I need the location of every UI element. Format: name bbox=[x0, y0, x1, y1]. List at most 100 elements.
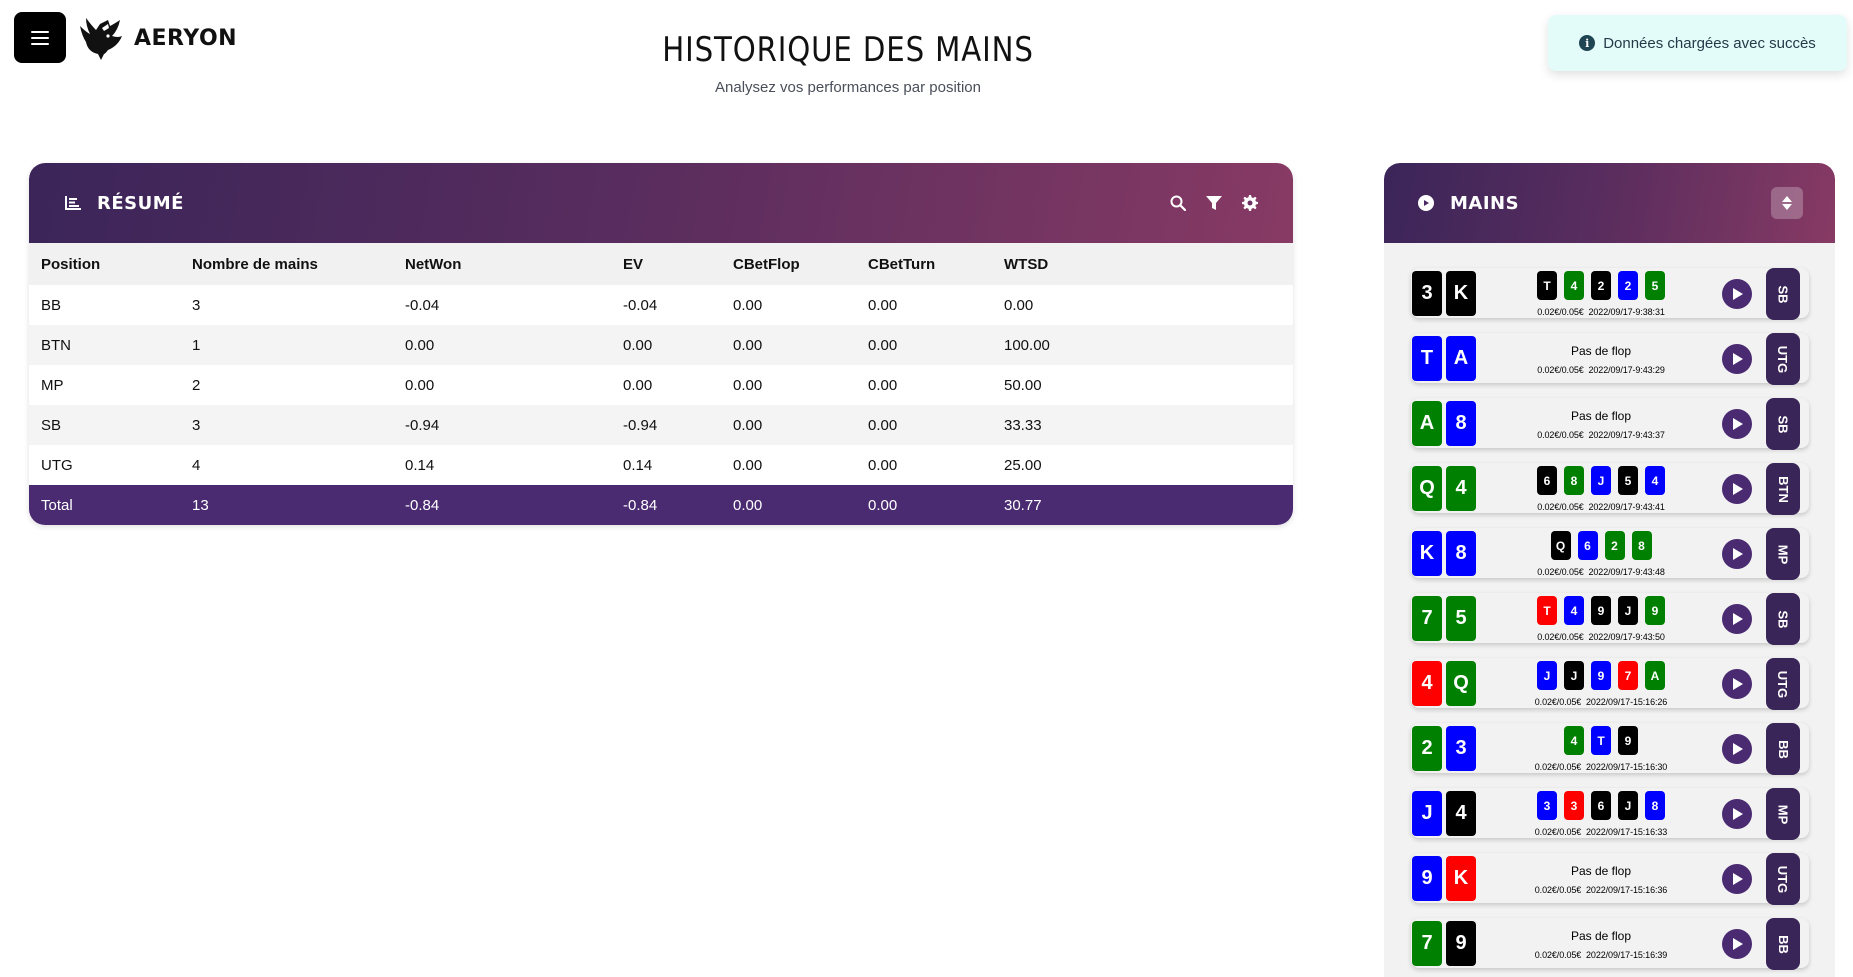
table-cell: 0.00 bbox=[611, 365, 721, 405]
table-cell: 25.00 bbox=[992, 445, 1293, 485]
hand-timestamp: 2022/09/17-15:16:26 bbox=[1586, 697, 1668, 707]
position-label: SB bbox=[1775, 414, 1791, 434]
hand-meta: 0.02€/0.05€ 2022/09/17-15:16:30 bbox=[1535, 762, 1668, 772]
hand-meta: 0.02€/0.05€ 2022/09/17-15:16:39 bbox=[1535, 950, 1668, 960]
play-icon bbox=[1733, 288, 1743, 300]
board-card: 4 bbox=[1564, 596, 1584, 625]
hand-item[interactable]: 7 9 Pas de flop 0.02€/0.05€ 2022/09/17-15:1… bbox=[1411, 918, 1809, 970]
sort-button[interactable] bbox=[1771, 187, 1803, 219]
board-card: T bbox=[1537, 271, 1557, 300]
replay-button[interactable] bbox=[1722, 279, 1752, 309]
table-cell: 0.00 bbox=[721, 325, 856, 365]
hand-item[interactable]: 4 Q J J 9 7 A 0.02€/0.05€ 2022/09/17-15:16:26 UT… bbox=[1411, 658, 1809, 710]
column-header[interactable]: CBetFlop bbox=[721, 243, 856, 285]
table-cell: 0.00 bbox=[721, 405, 856, 445]
replay-button[interactable] bbox=[1722, 864, 1752, 894]
hand-stakes: 0.02€/0.05€ bbox=[1534, 885, 1582, 895]
hand-info: T 4 2 2 5 0.02€/0.05€ 2022/09/17-9:38:31 bbox=[1501, 268, 1701, 318]
table-row[interactable]: BB 3 -0.04 -0.04 0.00 0.00 0.00 bbox=[29, 285, 1293, 325]
hole-card: 2 bbox=[1412, 726, 1442, 771]
hand-item[interactable]: Q 4 6 8 J 5 4 0.02€/0.05€ 2022/09/17-9:43:41 BTN bbox=[1411, 463, 1809, 515]
board-card: 4 bbox=[1645, 466, 1665, 495]
page-title: HISTORIQUE DES MAINS bbox=[662, 30, 1034, 70]
hand-item[interactable]: A 8 Pas de flop 0.02€/0.05€ 2022/09/17-9:43… bbox=[1411, 398, 1809, 450]
table-row[interactable]: SB 3 -0.94 -0.94 0.00 0.00 33.33 bbox=[29, 405, 1293, 445]
hand-meta: 0.02€/0.05€ 2022/09/17-15:16:33 bbox=[1535, 827, 1668, 837]
board-card: 8 bbox=[1631, 531, 1652, 560]
hand-info: Pas de flop 0.02€/0.05€ 2022/09/17-9:43:2… bbox=[1501, 333, 1701, 383]
table-row[interactable]: UTG 4 0.14 0.14 0.00 0.00 25.00 bbox=[29, 445, 1293, 485]
position-badge: SB bbox=[1766, 268, 1800, 320]
hole-card: 7 bbox=[1412, 921, 1442, 966]
table-cell: 100.00 bbox=[992, 325, 1293, 365]
replay-button[interactable] bbox=[1722, 539, 1752, 569]
position-label: SB bbox=[1775, 284, 1791, 304]
table-cell: SB bbox=[29, 405, 180, 445]
mains-title: MAINS bbox=[1450, 192, 1520, 214]
column-header[interactable]: EV bbox=[611, 243, 721, 285]
table-cell: 3 bbox=[180, 285, 393, 325]
replay-button[interactable] bbox=[1722, 604, 1752, 634]
board-card: 6 bbox=[1537, 466, 1557, 495]
hole-card: 4 bbox=[1446, 466, 1476, 511]
hamburger-line bbox=[31, 30, 49, 33]
replay-button[interactable] bbox=[1722, 734, 1752, 764]
table-row[interactable]: BTN 1 0.00 0.00 0.00 0.00 100.00 bbox=[29, 325, 1293, 365]
table-cell: 50.00 bbox=[992, 365, 1293, 405]
replay-button[interactable] bbox=[1722, 799, 1752, 829]
replay-button[interactable] bbox=[1722, 669, 1752, 699]
hand-item[interactable]: T A Pas de flop 0.02€/0.05€ 2022/09/17-9:43… bbox=[1411, 333, 1809, 385]
replay-button[interactable] bbox=[1722, 409, 1752, 439]
position-badge: BB bbox=[1766, 723, 1800, 775]
resume-card: RÉSUMÉ Position Nombre de mains NetWon E… bbox=[29, 163, 1293, 525]
replay-button[interactable] bbox=[1722, 474, 1752, 504]
position-badge: MP bbox=[1766, 528, 1800, 580]
hand-item[interactable]: 3 K T 4 2 2 5 0.02€/0.05€ 2022/09/17-9:38:31 SB bbox=[1411, 268, 1809, 320]
play-icon bbox=[1733, 938, 1743, 950]
hand-info: T 4 9 J 9 0.02€/0.05€ 2022/09/17-9:43:50 bbox=[1501, 593, 1701, 643]
board-card: 4 bbox=[1564, 271, 1584, 300]
hole-card: 4 bbox=[1446, 791, 1476, 836]
hand-item[interactable]: K 8 Q 6 2 8 0.02€/0.05€ 2022/09/17-9:43:48 MP bbox=[1411, 528, 1809, 580]
position-label: BTN bbox=[1775, 475, 1791, 503]
table-cell: UTG bbox=[29, 445, 180, 485]
board-card: 2 bbox=[1591, 271, 1611, 300]
board-card: J bbox=[1591, 466, 1611, 495]
gear-icon[interactable] bbox=[1241, 194, 1259, 212]
menu-button[interactable] bbox=[14, 12, 66, 63]
table-cell: BB bbox=[29, 285, 180, 325]
hand-item[interactable]: J 4 3 3 6 J 8 0.02€/0.05€ 2022/09/17-15:16:33 MP bbox=[1411, 788, 1809, 840]
hand-timestamp: 2022/09/17-9:43:50 bbox=[1588, 632, 1665, 642]
mains-header: MAINS bbox=[1384, 163, 1835, 243]
replay-button[interactable] bbox=[1722, 929, 1752, 959]
position-label: UTG bbox=[1775, 865, 1791, 893]
total-cell: 0.00 bbox=[721, 485, 856, 525]
hand-item[interactable]: 7 5 T 4 9 J 9 0.02€/0.05€ 2022/09/17-9:43:50 SB bbox=[1411, 593, 1809, 645]
column-header[interactable]: CBetTurn bbox=[856, 243, 992, 285]
board-card: J bbox=[1618, 596, 1638, 625]
column-header[interactable]: NetWon bbox=[393, 243, 611, 285]
search-icon[interactable] bbox=[1169, 194, 1187, 212]
hand-list[interactable]: 3 K T 4 2 2 5 0.02€/0.05€ 2022/09/17-9:38:31 SB T… bbox=[1411, 268, 1809, 977]
hand-meta: 0.02€/0.05€ 2022/09/17-15:16:26 bbox=[1535, 697, 1668, 707]
board-card: 4 bbox=[1564, 726, 1584, 755]
column-header[interactable]: Position bbox=[29, 243, 180, 285]
hand-meta: 0.02€/0.05€ 2022/09/17-9:43:41 bbox=[1537, 502, 1665, 512]
hand-meta: 0.02€/0.05€ 2022/09/17-9:43:37 bbox=[1537, 430, 1665, 440]
position-badge: MP bbox=[1766, 788, 1800, 840]
table-cell: 0.00 bbox=[721, 445, 856, 485]
hand-item[interactable]: 9 K Pas de flop 0.02€/0.05€ 2022/09/17-15:1… bbox=[1411, 853, 1809, 905]
play-icon bbox=[1733, 548, 1743, 560]
filter-icon[interactable] bbox=[1205, 194, 1223, 212]
table-cell: 4 bbox=[180, 445, 393, 485]
replay-button[interactable] bbox=[1722, 344, 1752, 374]
column-header[interactable]: WTSD bbox=[992, 243, 1293, 285]
table-row[interactable]: MP 2 0.00 0.00 0.00 0.00 50.00 bbox=[29, 365, 1293, 405]
hand-item[interactable]: 2 3 4 T 9 0.02€/0.05€ 2022/09/17-15:16:30 BB bbox=[1411, 723, 1809, 775]
column-header[interactable]: Nombre de mains bbox=[180, 243, 393, 285]
